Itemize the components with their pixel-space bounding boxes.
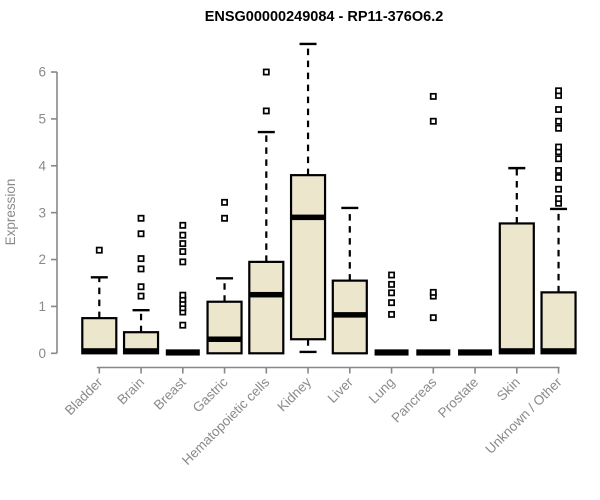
box-hematopoietic-cells bbox=[248, 68, 285, 355]
outlier-point bbox=[137, 214, 145, 222]
x-tick-label-skin: Skin bbox=[494, 375, 523, 404]
y-tick-label: 0 bbox=[38, 346, 46, 361]
chart-title: ENSG00000249084 - RP11-376O6.2 bbox=[205, 9, 444, 25]
outlier-point bbox=[555, 124, 563, 132]
x-tick-label-gastric: Gastric bbox=[190, 374, 231, 415]
box-brain bbox=[122, 214, 160, 355]
flat-box bbox=[374, 349, 409, 356]
outlier-point bbox=[137, 230, 145, 238]
x-tick-label-brain: Brain bbox=[114, 375, 147, 408]
box-liver bbox=[331, 206, 368, 355]
box-kidney bbox=[289, 42, 327, 354]
y-tick-label: 5 bbox=[38, 112, 46, 127]
outlier-point bbox=[429, 314, 437, 322]
box-breast bbox=[165, 221, 200, 356]
outlier-point bbox=[429, 92, 437, 100]
x-tick-label-liver: Liver bbox=[325, 374, 357, 406]
outlier-point bbox=[137, 283, 145, 291]
x-tick-label-prostate: Prostate bbox=[435, 375, 481, 421]
outlier-point bbox=[555, 106, 563, 113]
iqr-box bbox=[540, 291, 577, 355]
x-tick-label-kidney: Kidney bbox=[274, 374, 314, 414]
outlier-point bbox=[137, 265, 145, 273]
boxes bbox=[81, 42, 577, 356]
iqr-box bbox=[289, 174, 327, 341]
y-tick-label: 1 bbox=[38, 299, 46, 314]
outlier-point bbox=[429, 288, 437, 296]
outlier-point bbox=[262, 68, 270, 76]
box-unknown-other bbox=[540, 87, 577, 355]
iqr-box bbox=[81, 317, 118, 355]
median-line bbox=[499, 348, 534, 354]
y-tick-label: 4 bbox=[38, 158, 46, 173]
outlier-point bbox=[555, 167, 563, 174]
outlier-point bbox=[555, 143, 563, 151]
box-lung bbox=[374, 271, 409, 356]
outlier-point bbox=[137, 255, 145, 263]
y-tick-label: 2 bbox=[38, 252, 46, 267]
outlier-point bbox=[388, 299, 396, 307]
outlier-point bbox=[179, 248, 187, 256]
outlier-point bbox=[555, 117, 563, 125]
outlier-point bbox=[221, 198, 228, 206]
outlier-point bbox=[137, 292, 145, 300]
median-line bbox=[82, 348, 117, 354]
outlier-point bbox=[555, 185, 563, 193]
y-tick-label: 3 bbox=[38, 205, 46, 220]
outlier-point bbox=[179, 240, 187, 248]
outlier-point bbox=[179, 231, 187, 239]
outlier-point bbox=[388, 310, 396, 318]
y-axis-title: Expression bbox=[3, 179, 18, 246]
x-tick-label-pancreas: Pancreas bbox=[388, 374, 439, 425]
outlier-point bbox=[262, 107, 270, 115]
iqr-box bbox=[498, 222, 535, 355]
x-tick-label-bladder: Bladder bbox=[62, 374, 106, 418]
outlier-point bbox=[388, 271, 396, 279]
y-tick-label: 6 bbox=[38, 65, 46, 80]
x-tick-label-unknown-other: Unknown / Other bbox=[482, 374, 565, 457]
flat-box bbox=[416, 349, 451, 356]
outlier-point bbox=[179, 321, 187, 329]
box-bladder bbox=[81, 246, 118, 355]
median-line bbox=[291, 214, 326, 221]
outlier-point bbox=[555, 174, 563, 181]
box-gastric bbox=[206, 198, 243, 355]
box-skin bbox=[498, 166, 535, 355]
iqr-box bbox=[248, 260, 285, 355]
median-line bbox=[541, 348, 576, 354]
outlier-point bbox=[179, 258, 187, 266]
median-line bbox=[332, 312, 367, 318]
median-line bbox=[207, 336, 242, 342]
outlier-point bbox=[179, 291, 187, 299]
flat-box bbox=[165, 349, 200, 356]
outlier-point bbox=[429, 117, 437, 125]
flat-box bbox=[458, 349, 493, 356]
outlier-point bbox=[388, 289, 396, 297]
outlier-point bbox=[95, 246, 103, 254]
outlier-point bbox=[221, 214, 228, 222]
iqr-box bbox=[206, 300, 243, 355]
x-tick-label-breast: Breast bbox=[151, 374, 189, 412]
box-pancreas bbox=[416, 92, 451, 356]
outlier-point bbox=[179, 221, 187, 229]
outlier-point bbox=[388, 280, 396, 288]
outlier-point bbox=[555, 155, 563, 163]
box-prostate bbox=[458, 349, 493, 356]
median-line bbox=[249, 291, 284, 298]
x-tick-label-lung: Lung bbox=[366, 375, 398, 407]
outlier-point bbox=[555, 87, 563, 95]
median-line bbox=[124, 348, 159, 354]
outlier-point bbox=[555, 195, 563, 203]
